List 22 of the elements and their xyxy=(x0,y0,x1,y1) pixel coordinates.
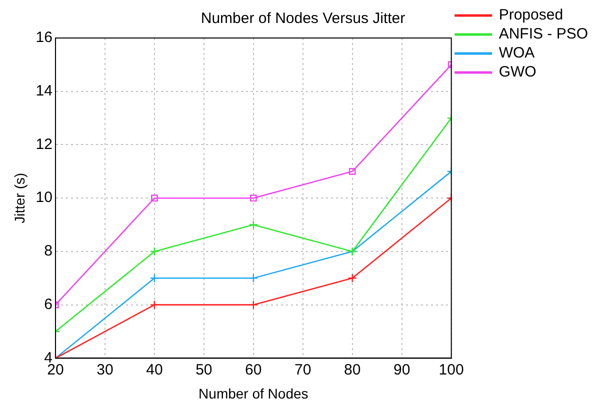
y-tick-label: 8 xyxy=(44,242,52,260)
x-tick-label: 30 xyxy=(96,361,114,378)
chart-title: Number of Nodes Versus Jitter xyxy=(200,10,406,28)
legend-label: GWO xyxy=(498,64,536,81)
x-tick-label: 90 xyxy=(393,361,410,378)
y-axis-title: Jitter (s) xyxy=(11,172,28,224)
y-tick-label: 6 xyxy=(44,296,52,313)
y-tick-label: 10 xyxy=(36,189,52,206)
x-tick-label: 70 xyxy=(294,361,312,378)
x-tick-label: 80 xyxy=(344,361,361,378)
legend-label: WOA xyxy=(498,44,535,62)
legend-label: ANFIS - PSO xyxy=(498,26,588,43)
y-tick-label: 12 xyxy=(36,136,52,153)
x-axis-title: Number of Nodes xyxy=(198,385,308,402)
y-tick-label: 14 xyxy=(36,82,52,100)
x-tick-label: 20 xyxy=(47,361,64,378)
x-tick-label: 60 xyxy=(245,361,262,378)
x-tick-label: 40 xyxy=(146,361,163,378)
legend-label: Proposed xyxy=(498,6,564,24)
y-tick-label: 16 xyxy=(36,29,52,46)
x-tick-label: 100 xyxy=(438,361,464,378)
x-tick-label: 50 xyxy=(196,361,212,378)
